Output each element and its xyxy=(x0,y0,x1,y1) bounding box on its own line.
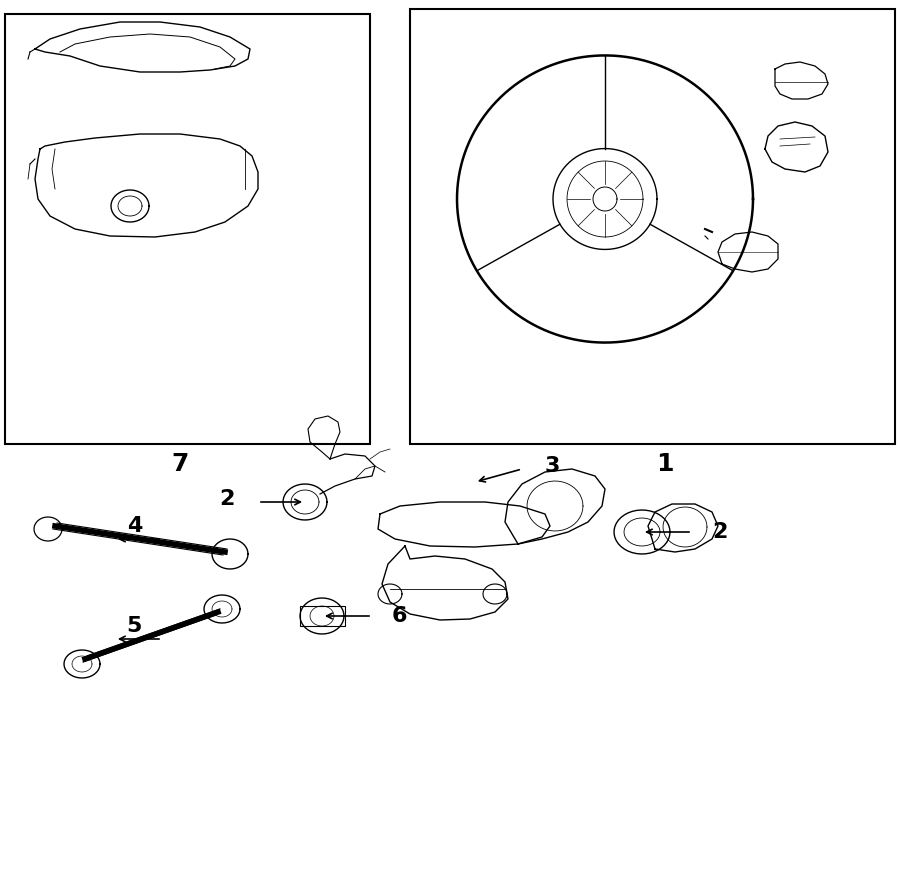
Text: 1: 1 xyxy=(656,452,674,476)
Text: 5: 5 xyxy=(127,616,142,636)
Bar xyxy=(300,606,345,626)
Text: 2: 2 xyxy=(220,489,235,509)
Text: 2: 2 xyxy=(712,522,727,542)
Text: 4: 4 xyxy=(127,516,142,536)
Text: 3: 3 xyxy=(545,456,561,476)
Bar xyxy=(5,14,370,444)
Text: 6: 6 xyxy=(392,606,408,626)
Bar xyxy=(410,9,895,444)
Text: 7: 7 xyxy=(171,452,189,476)
